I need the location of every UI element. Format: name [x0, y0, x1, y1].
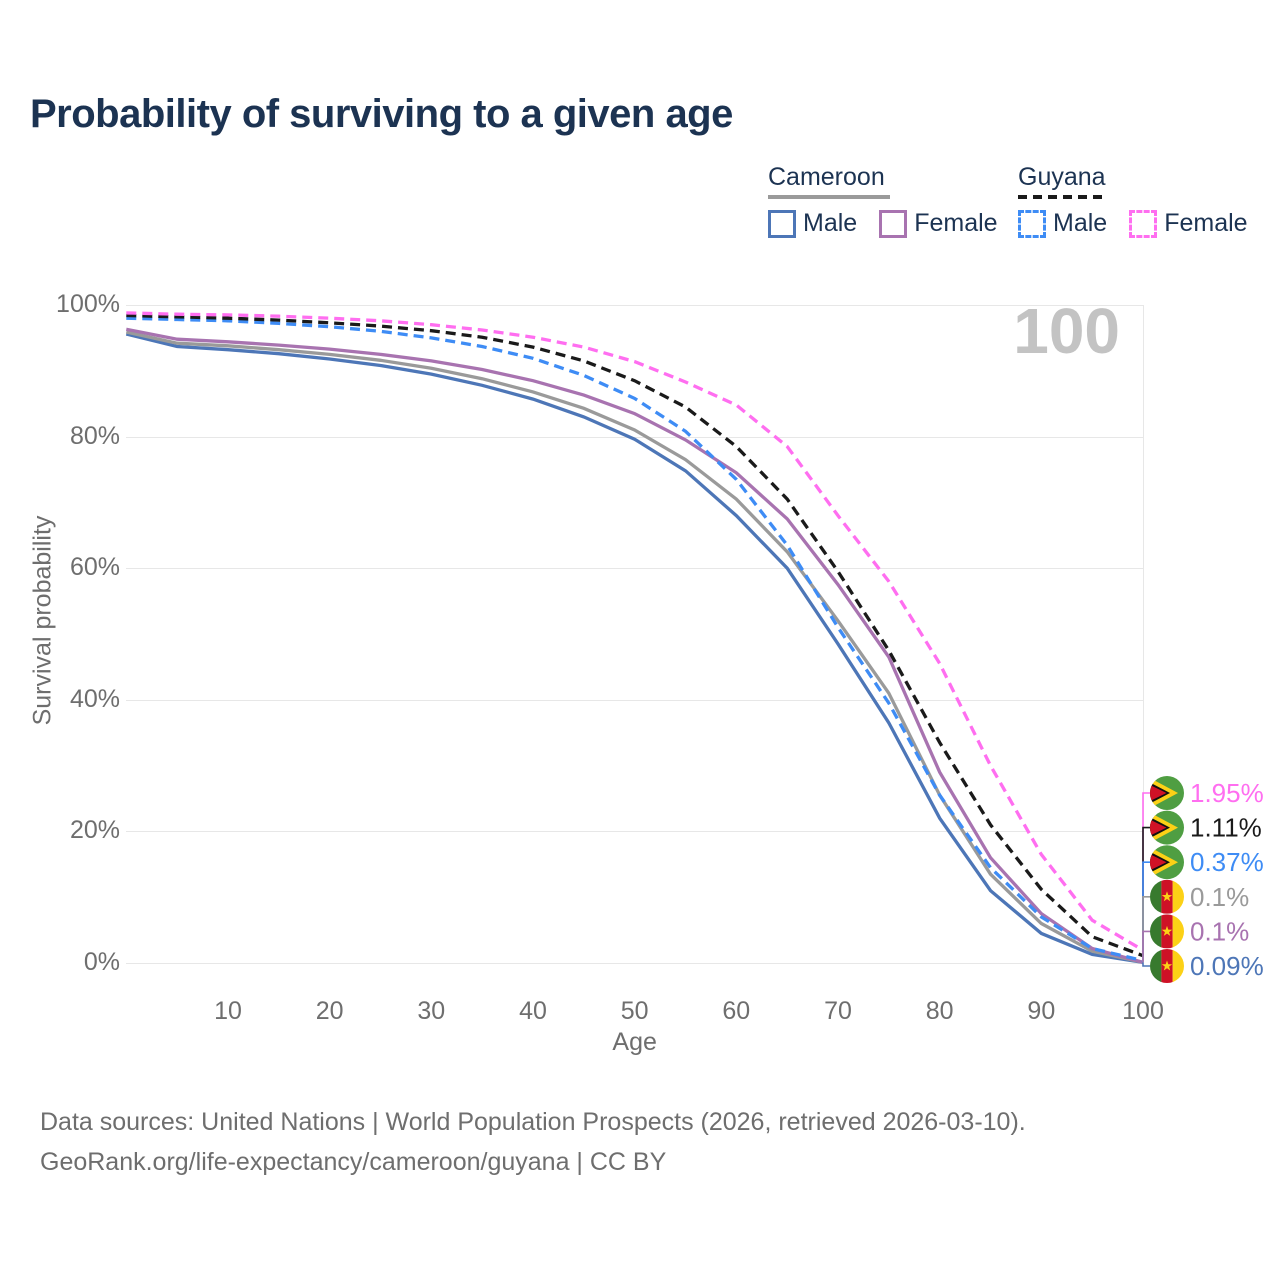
footer-data-sources: Data sources: United Nations | World Pop…: [40, 1108, 1026, 1136]
end-label-cameroon-female: 0.1%: [1142, 914, 1249, 963]
end-label-guyana-male: 0.37%: [1142, 845, 1264, 961]
legend-item-label: Female: [1164, 209, 1248, 237]
end-label-connector: [1142, 896, 1150, 963]
legend-swatch-icon: [768, 209, 796, 238]
end-label-value: 1.95%: [1190, 778, 1264, 808]
legend-item-cameroon-female[interactable]: Female: [879, 209, 998, 238]
x-tick-label: 40: [519, 997, 547, 1025]
legend-item-cameroon-male[interactable]: Male: [768, 209, 857, 238]
y-tick-label: 40%: [69, 684, 120, 713]
end-label-value: 0.1%: [1190, 916, 1249, 946]
gridline-vertical: [1143, 305, 1144, 963]
legend-header-guyana[interactable]: Guyana: [1018, 163, 1106, 191]
age-watermark: 100: [1013, 295, 1120, 367]
legend-line-sample-dashed: [1018, 195, 1106, 199]
end-label-connector: [1142, 930, 1150, 963]
gridline: [126, 568, 1143, 570]
gridline: [126, 831, 1143, 833]
legend-swatch-icon: [1129, 209, 1158, 238]
guyana-flag-icon: [1150, 776, 1184, 810]
gridline: [126, 963, 1143, 964]
end-label-connector: [1142, 861, 1150, 961]
legend-group-cameroon: Cameroon Male Female: [768, 163, 998, 238]
legend-item-guyana-female[interactable]: Female: [1129, 209, 1248, 238]
end-label-value: 0.1%: [1190, 882, 1249, 912]
x-tick-label: 100: [1122, 997, 1164, 1025]
page-title: Probability of surviving to a given age: [30, 92, 733, 136]
end-label-connector: [1142, 826, 1150, 956]
x-tick-label: 90: [1027, 997, 1056, 1025]
end-label-value: 1.11%: [1190, 813, 1262, 843]
end-label-value: 0.09%: [1190, 951, 1264, 981]
legend-swatch-icon: [879, 209, 908, 238]
legend-line-sample-solid: [768, 195, 890, 199]
x-tick-label: 10: [214, 997, 242, 1025]
cameroon-flag-icon: [1150, 914, 1184, 949]
x-tick-label: 50: [620, 997, 649, 1025]
series-line-guyana-female[interactable]: [126, 311, 1144, 952]
y-tick-label: 20%: [69, 816, 120, 845]
x-axis-title: Age: [612, 1028, 657, 1056]
y-tick-label: 60%: [69, 553, 120, 582]
cameroon-flag-icon: [1150, 879, 1184, 914]
end-labels: 1.95% 1.11% 0.37% 0.1% 0.1% 0.09%: [1142, 776, 1264, 983]
legend-swatch-icon: [1018, 209, 1046, 238]
x-tick-label: 80: [925, 997, 954, 1025]
cameroon-flag-icon: [1150, 949, 1184, 983]
end-label-guyana-female: 1.95%: [1142, 776, 1264, 951]
legend-group-guyana: Guyana Male Female: [1018, 163, 1248, 238]
series-line-guyana-male[interactable]: [126, 316, 1144, 963]
footer-link: GeoRank.org/life-expectancy/cameroon/guy…: [40, 1148, 667, 1176]
x-tick-label: 60: [722, 997, 751, 1025]
gridline: [126, 305, 1143, 306]
legend-item-guyana-male[interactable]: Male: [1018, 209, 1107, 238]
guyana-flag-icon: [1150, 810, 1184, 845]
guyana-flag-icon: [1150, 845, 1184, 880]
end-label-value: 0.37%: [1190, 847, 1264, 877]
y-tick-label: 0%: [83, 948, 120, 976]
x-tick-label: 30: [417, 997, 446, 1025]
x-tick-label: 70: [824, 997, 852, 1025]
legend-header-cameroon[interactable]: Cameroon: [768, 163, 885, 191]
y-tick-label: 100%: [56, 290, 120, 318]
series-line-cameroon-female[interactable]: [125, 327, 1144, 964]
x-tick-label: 20: [315, 997, 344, 1025]
series-line-cameroon[interactable]: [125, 330, 1144, 964]
legend-item-label: Male: [803, 209, 858, 237]
legend-item-label: Male: [1053, 209, 1108, 237]
end-label-cameroon-male: 0.09%: [1142, 949, 1264, 983]
gridline: [126, 436, 1143, 438]
series-line-guyana[interactable]: [126, 313, 1144, 958]
end-label-connector: [1142, 962, 1150, 967]
gridline: [126, 699, 1143, 701]
y-tick-label: 80%: [69, 421, 120, 450]
end-label-connector: [1142, 792, 1150, 951]
series-lines: [125, 311, 1144, 965]
series-line-cameroon-male[interactable]: [125, 332, 1144, 965]
legend-item-label: Female: [914, 209, 998, 237]
